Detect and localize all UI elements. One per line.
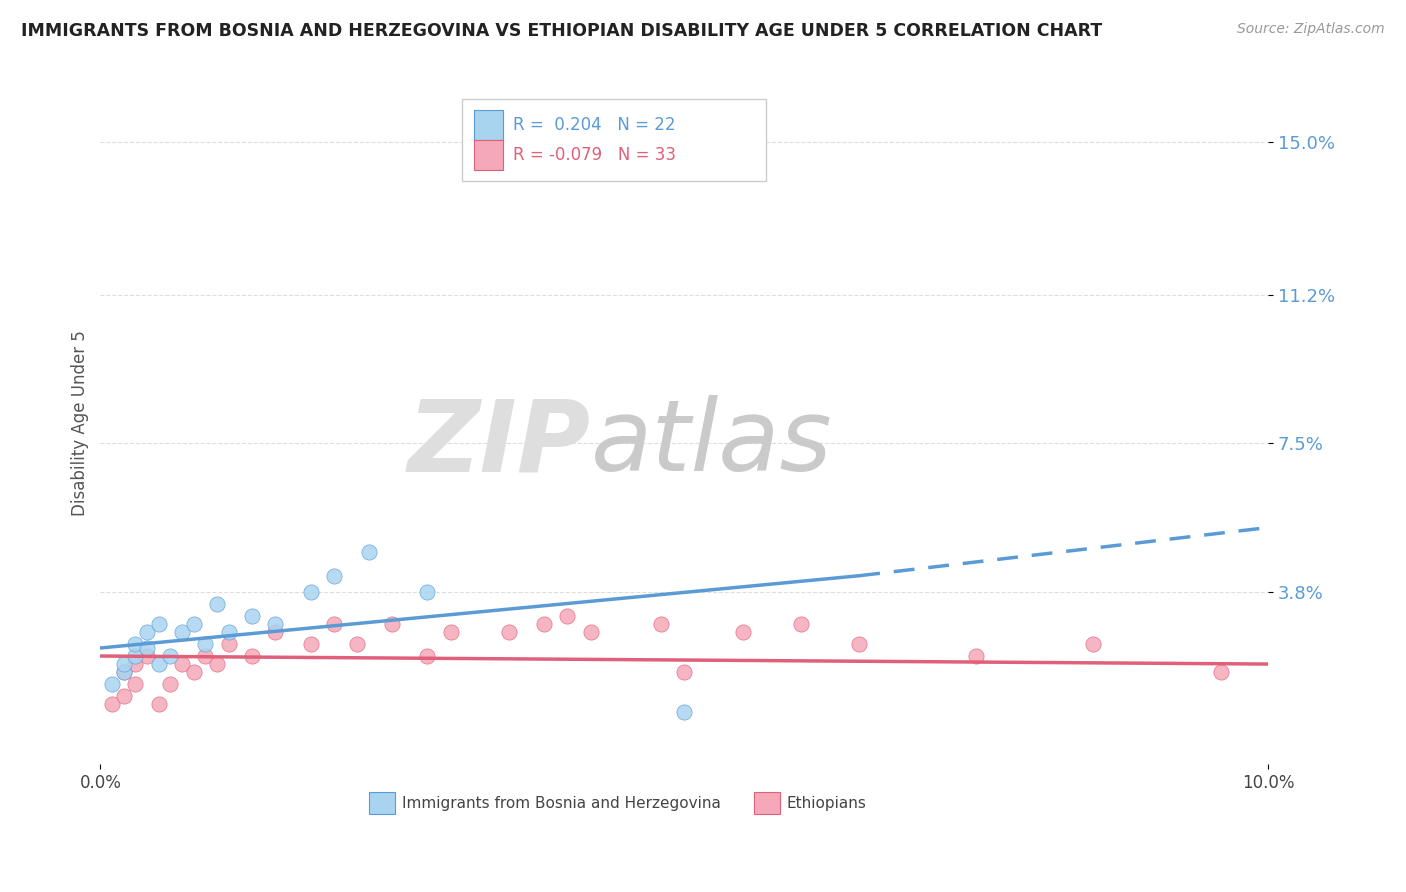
Point	[112, 665, 135, 679]
Point	[322, 616, 344, 631]
Point	[112, 665, 135, 679]
Point	[299, 584, 322, 599]
Point	[148, 616, 170, 631]
Point	[498, 624, 520, 639]
Point	[264, 616, 287, 631]
Point	[183, 665, 205, 679]
Point	[557, 608, 579, 623]
Point	[579, 624, 602, 639]
Point	[148, 657, 170, 671]
Point	[183, 616, 205, 631]
Point	[159, 677, 181, 691]
Point	[1211, 665, 1233, 679]
Point	[124, 657, 146, 671]
Point	[439, 624, 461, 639]
Bar	[474, 139, 503, 170]
Bar	[474, 110, 503, 140]
Point	[357, 544, 380, 558]
Point	[673, 705, 696, 719]
Text: ZIP: ZIP	[408, 395, 591, 492]
Point	[172, 624, 194, 639]
Bar	[368, 792, 395, 814]
Point	[650, 616, 672, 631]
Point	[136, 624, 159, 639]
Point	[264, 624, 287, 639]
Text: IMMIGRANTS FROM BOSNIA AND HERZEGOVINA VS ETHIOPIAN DISABILITY AGE UNDER 5 CORRE: IMMIGRANTS FROM BOSNIA AND HERZEGOVINA V…	[21, 22, 1102, 40]
Text: Ethiopians: Ethiopians	[787, 796, 866, 811]
Point	[731, 624, 754, 639]
Point	[194, 637, 217, 651]
Point	[240, 648, 263, 663]
Point	[124, 648, 146, 663]
Point	[101, 677, 124, 691]
Bar	[754, 792, 780, 814]
Point	[299, 637, 322, 651]
Point	[533, 616, 555, 631]
Point	[790, 616, 813, 631]
Point	[148, 697, 170, 711]
Point	[218, 624, 240, 639]
Point	[673, 665, 696, 679]
Point	[136, 648, 159, 663]
Point	[1081, 637, 1104, 651]
Point	[101, 697, 124, 711]
Point	[848, 637, 870, 651]
Point	[322, 568, 344, 582]
Point	[416, 584, 439, 599]
Text: Immigrants from Bosnia and Herzegovina: Immigrants from Bosnia and Herzegovina	[402, 796, 720, 811]
Point	[240, 608, 263, 623]
Text: R = -0.079   N = 33: R = -0.079 N = 33	[513, 146, 675, 164]
Point	[965, 648, 987, 663]
Point	[381, 616, 404, 631]
Point	[112, 689, 135, 703]
Text: atlas: atlas	[591, 395, 832, 492]
FancyBboxPatch shape	[463, 99, 766, 181]
Point	[205, 597, 228, 611]
Text: Source: ZipAtlas.com: Source: ZipAtlas.com	[1237, 22, 1385, 37]
Point	[112, 657, 135, 671]
Point	[124, 677, 146, 691]
Point	[346, 637, 368, 651]
Point	[218, 637, 240, 651]
Point	[205, 657, 228, 671]
Point	[159, 648, 181, 663]
Point	[124, 637, 146, 651]
Point	[172, 657, 194, 671]
Text: R =  0.204   N = 22: R = 0.204 N = 22	[513, 116, 675, 134]
Point	[136, 640, 159, 655]
Point	[416, 648, 439, 663]
Point	[194, 648, 217, 663]
Y-axis label: Disability Age Under 5: Disability Age Under 5	[72, 330, 89, 516]
